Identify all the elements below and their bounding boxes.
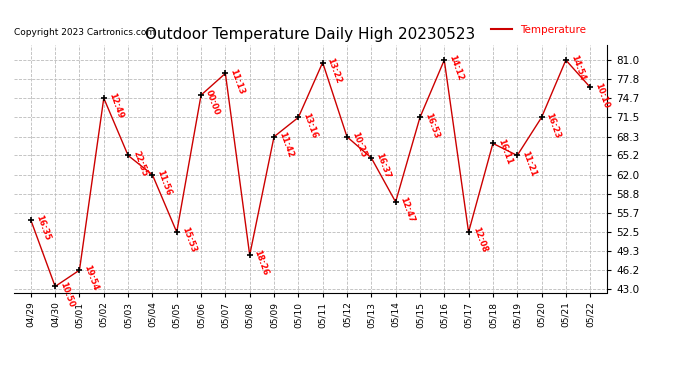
Text: 10:50: 10:50 <box>58 280 76 309</box>
Text: 16:35: 16:35 <box>34 214 51 242</box>
Text: 11:42: 11:42 <box>277 130 295 159</box>
Text: 16:23: 16:23 <box>544 111 562 140</box>
Text: 10:10: 10:10 <box>593 81 611 109</box>
Title: Outdoor Temperature Daily High 20230523: Outdoor Temperature Daily High 20230523 <box>146 27 475 42</box>
Text: 12:47: 12:47 <box>399 196 416 224</box>
Text: 00:00: 00:00 <box>204 89 221 117</box>
Text: Copyright 2023 Cartronics.com: Copyright 2023 Cartronics.com <box>14 28 155 37</box>
Text: 14:12: 14:12 <box>447 54 465 82</box>
Text: 18:26: 18:26 <box>253 249 270 277</box>
Text: 12:49: 12:49 <box>107 92 124 120</box>
Text: 19:54: 19:54 <box>82 264 100 292</box>
Text: 10:25: 10:25 <box>350 130 368 159</box>
Text: 11:21: 11:21 <box>520 149 538 178</box>
Text: 13:16: 13:16 <box>302 111 319 140</box>
Text: 15:53: 15:53 <box>179 226 197 254</box>
Text: 13:22: 13:22 <box>326 56 343 85</box>
Text: 11:13: 11:13 <box>228 67 246 96</box>
Text: 16:53: 16:53 <box>423 111 440 140</box>
Text: 14:54: 14:54 <box>569 54 586 82</box>
Legend: Temperature: Temperature <box>486 21 590 39</box>
Text: 11:56: 11:56 <box>155 169 173 197</box>
Text: 16:11: 16:11 <box>496 137 513 166</box>
Text: 12:08: 12:08 <box>471 226 489 254</box>
Text: 16:37: 16:37 <box>374 152 392 180</box>
Text: 22:55: 22:55 <box>131 149 148 178</box>
